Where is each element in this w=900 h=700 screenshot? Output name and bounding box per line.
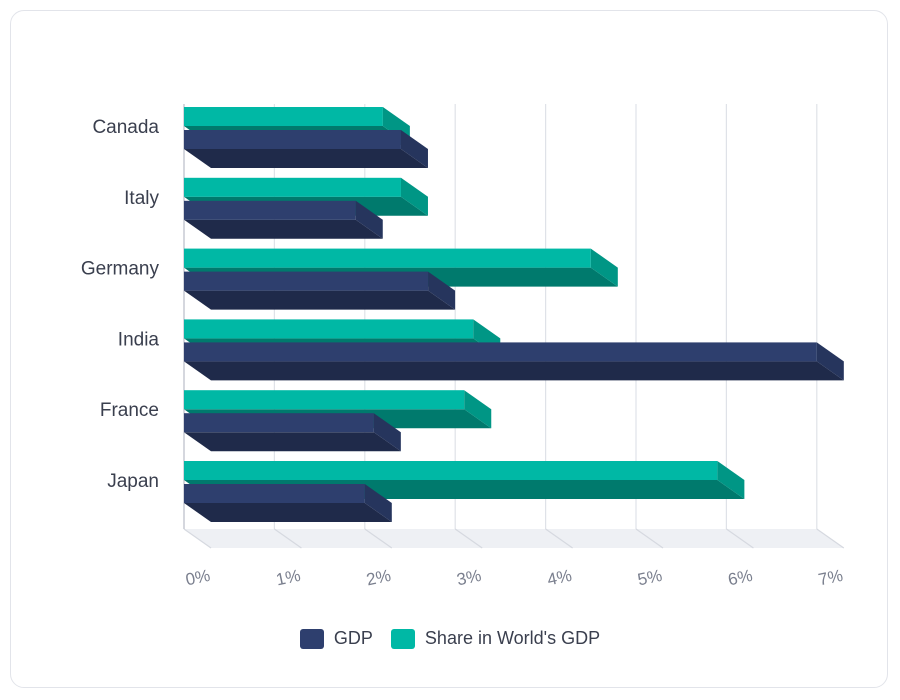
gridline-floor — [364, 528, 393, 549]
gridline-floor — [816, 528, 845, 549]
bar-gdp-india[interactable] — [184, 342, 844, 381]
legend-label-gdp: GDP — [333, 628, 373, 648]
chart-floor — [184, 529, 844, 548]
x-tick-label: 7% — [817, 566, 845, 590]
x-tick-label: 6% — [726, 566, 754, 590]
gridline-floor — [454, 528, 483, 549]
x-tick-label: 3% — [455, 566, 483, 590]
bar-gdp-japan[interactable] — [184, 484, 392, 522]
x-tick-label: 1% — [274, 566, 302, 590]
gridline-floor — [545, 528, 573, 549]
bar-gdp-germany[interactable] — [184, 271, 456, 310]
legend-item-share[interactable]: Share in World's GDP — [390, 628, 601, 649]
gridline-floor — [183, 528, 212, 549]
chart-legend: GDP Share in World's GDP — [0, 628, 900, 649]
legend-item-gdp[interactable]: GDP — [299, 628, 373, 649]
legend-label-share: Share in World's GDP — [424, 628, 601, 648]
category-label: Japan — [107, 471, 159, 492]
bar-gdp-italy[interactable] — [184, 200, 383, 239]
category-label: India — [118, 329, 160, 350]
gridline-floor — [726, 528, 754, 549]
category-label: Germany — [81, 259, 160, 280]
x-tick-label: 0% — [184, 566, 212, 590]
x-tick-label: 5% — [636, 566, 664, 590]
category-label: France — [100, 400, 159, 421]
legend-swatch-share — [390, 628, 415, 649]
x-tick-label: 2% — [365, 566, 393, 590]
gridline-floor — [274, 528, 302, 549]
category-label: Italy — [124, 188, 159, 209]
category-label: Canada — [92, 117, 159, 138]
gridline-floor — [635, 528, 664, 549]
bar-gdp-canada[interactable] — [184, 130, 428, 168]
legend-swatch-gdp — [299, 628, 324, 649]
x-tick-label: 4% — [545, 566, 573, 590]
bar-gdp-france[interactable] — [184, 413, 401, 452]
